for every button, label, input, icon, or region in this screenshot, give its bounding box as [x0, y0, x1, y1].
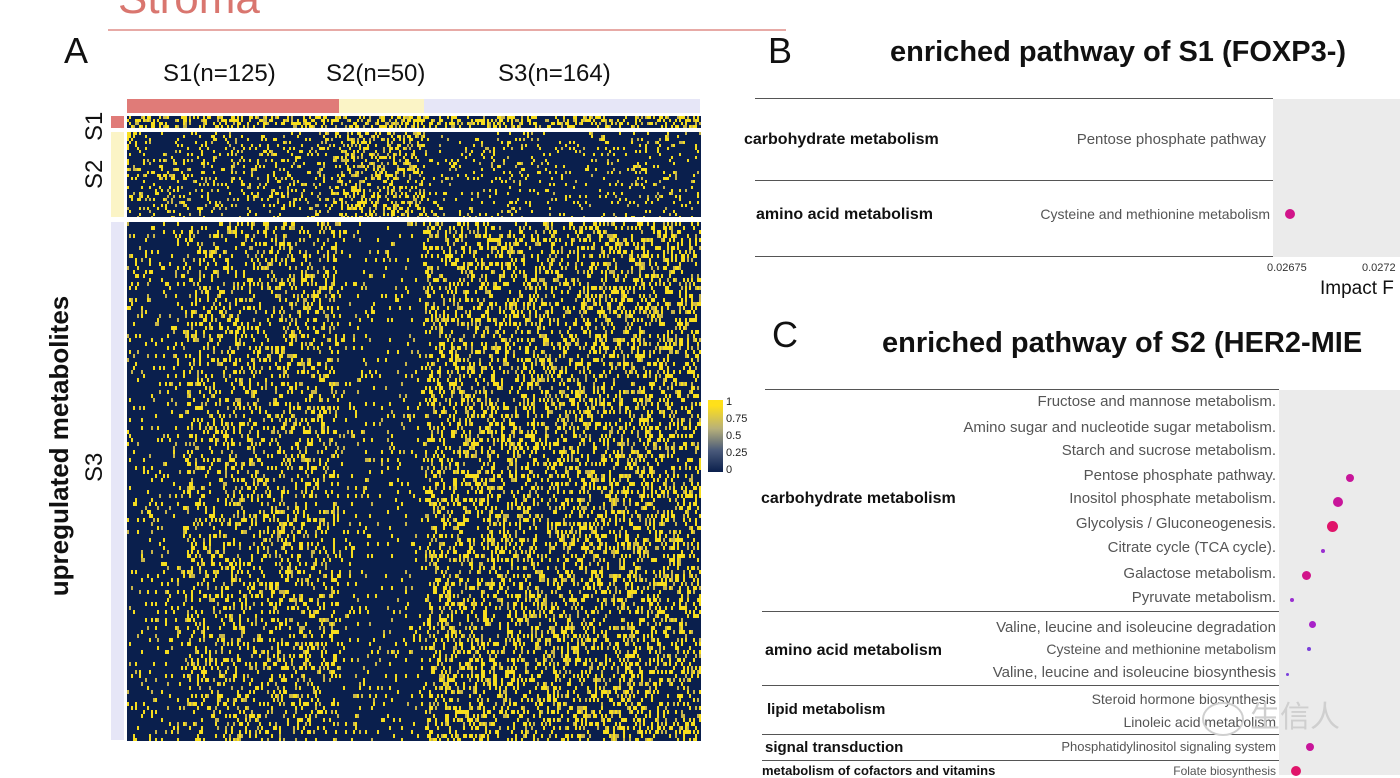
- column-annotation-s3: [424, 99, 700, 113]
- row-label-s3: S3: [81, 452, 108, 482]
- panel-b-letter: B: [768, 30, 793, 71]
- row-annotation-s3: [111, 222, 124, 740]
- pathway-label: Citrate cycle (TCA cycle).: [1107, 539, 1276, 556]
- data-point: [1302, 571, 1311, 580]
- pathway-label: Valine, leucine and isoleucine biosynthe…: [992, 664, 1276, 681]
- table-rule: [755, 98, 1273, 99]
- row-label-s1: S1: [81, 111, 108, 141]
- data-point: [1291, 766, 1301, 776]
- pathway-label: Pentose phosphate pathway: [1076, 131, 1266, 148]
- legend-tick: 0.75: [726, 413, 748, 425]
- group-label-s1: S1(n=125): [163, 60, 276, 87]
- legend-tick: 1: [726, 396, 733, 408]
- group-label-s3: S3(n=164): [498, 60, 611, 87]
- x-tick-label: 0.0272: [1362, 262, 1396, 274]
- category-label: carbohydrate metabolism: [761, 490, 956, 507]
- category-label: metabolism of cofactors and vitamins: [762, 763, 996, 778]
- legend-tick: 0.5: [726, 430, 742, 442]
- pathway-label: Cysteine and methionine metabolism: [1046, 641, 1276, 657]
- pathway-label: Valine, leucine and isoleucine degradati…: [996, 619, 1276, 636]
- category-label: signal transduction: [765, 739, 904, 756]
- x-tick-label: 0.02675: [1267, 262, 1307, 274]
- watermark-logo: 生信人: [1250, 701, 1340, 734]
- category-label: carbohydrate metabolism: [744, 131, 939, 148]
- pathway-label: Starch and sucrose metabolism.: [1061, 442, 1276, 459]
- table-rule: [765, 389, 1279, 390]
- pathway-label: Fructose and mannose metabolism.: [1037, 393, 1276, 410]
- data-point: [1286, 673, 1289, 676]
- pathway-label: Glycolysis / Gluconeogenesis.: [1075, 515, 1276, 532]
- data-point: [1290, 598, 1294, 602]
- data-point: [1285, 209, 1295, 219]
- data-point: [1333, 497, 1343, 507]
- color-legend-bar: [708, 400, 723, 472]
- data-point: [1327, 521, 1338, 532]
- panel-c-letter: C: [772, 314, 798, 355]
- pathway-label: Inositol phosphate metabolism.: [1069, 490, 1276, 507]
- table-rule: [762, 734, 1279, 735]
- row-annotation-s2: [111, 132, 124, 217]
- heatmap-y-axis-label: upregulated metabolites: [44, 295, 74, 597]
- table-rule: [762, 685, 1279, 686]
- column-annotation-s1: [127, 99, 339, 113]
- legend-tick: 0: [726, 464, 733, 476]
- pathway-label: Pyruvate metabolism.: [1131, 589, 1276, 606]
- panel-b-plot-area: [1273, 99, 1400, 257]
- pathway-label: Pentose phosphate pathway.: [1083, 467, 1276, 484]
- category-label: lipid metabolism: [767, 701, 886, 718]
- figure-header-title: Stroma: [118, 0, 260, 24]
- table-rule: [755, 180, 1273, 181]
- group-label-s2: S2(n=50): [326, 60, 426, 87]
- row-annotation-s1: [111, 116, 124, 128]
- data-point: [1321, 549, 1325, 553]
- column-annotation-s2: [339, 99, 424, 113]
- pathway-label: Amino sugar and nucleotide sugar metabol…: [963, 419, 1276, 436]
- pathway-label: Cysteine and methionine metabolism: [1040, 206, 1270, 222]
- table-rule: [762, 760, 1279, 761]
- panel-c-title: enriched pathway of S2 (HER2-MIE: [882, 327, 1363, 359]
- data-point: [1309, 621, 1316, 628]
- panel-b-title: enriched pathway of S1 (FOXP3-): [890, 36, 1347, 68]
- panel-a-letter: A: [64, 30, 89, 71]
- pathway-label: Phosphatidylinositol signaling system: [1061, 739, 1276, 754]
- legend-tick: 0.25: [726, 447, 748, 459]
- wechat-logo-icon: [1202, 702, 1244, 736]
- data-point: [1307, 647, 1311, 651]
- data-point: [1306, 743, 1314, 751]
- row-label-s2: S2: [81, 159, 108, 189]
- heatmap: [127, 116, 701, 741]
- pathway-label: Folate biosynthesis: [1173, 764, 1276, 778]
- header-divider: [108, 29, 786, 31]
- table-rule: [755, 256, 1273, 257]
- pathway-label: Galactose metabolism.: [1123, 565, 1276, 582]
- category-label: amino acid metabolism: [765, 642, 942, 659]
- table-rule: [762, 611, 1279, 612]
- data-point: [1346, 474, 1354, 482]
- category-label: amino acid metabolism: [756, 206, 933, 223]
- x-axis-label: Impact F: [1320, 278, 1394, 299]
- panel-c-plot-area: [1279, 390, 1400, 775]
